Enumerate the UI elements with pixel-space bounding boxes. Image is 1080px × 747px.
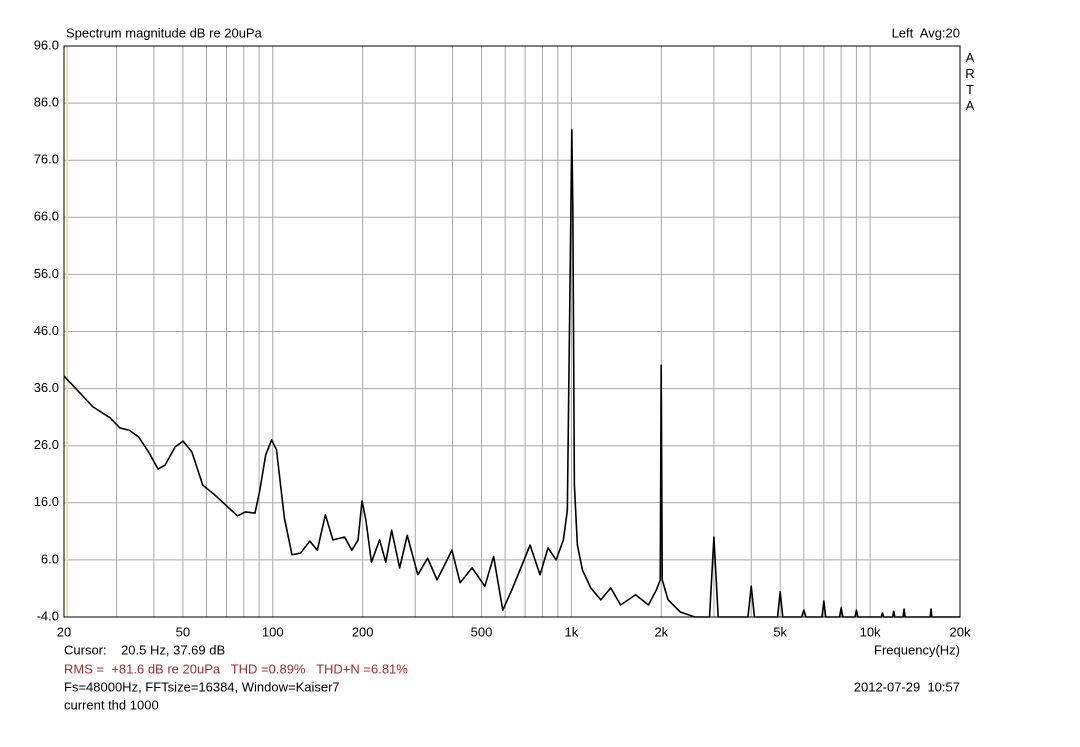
y-tick-label: 86.0 [34, 95, 59, 110]
x-tick-label: 50 [176, 624, 190, 639]
brand: ARTA [963, 50, 978, 114]
spectrum-line [63, 129, 960, 618]
measurements: RMS = +81.6 dB re 20uPa THD =0.89% THD+N… [64, 661, 408, 676]
y-tick-label: 16.0 [34, 494, 59, 509]
y-tick-label: 66.0 [34, 209, 59, 224]
x-tick-label: 5k [773, 624, 787, 639]
y-tick-label: 36.0 [34, 380, 59, 395]
x-axis-label: Frequency(Hz) [874, 642, 960, 657]
x-tick-label: 20 [57, 624, 71, 639]
x-tick-label: 20k [950, 624, 971, 639]
y-tick-label: 46.0 [34, 323, 59, 338]
note: current thd 1000 [64, 697, 159, 712]
y-tick-label: 96.0 [34, 37, 59, 52]
x-tick-label: 100 [262, 624, 284, 639]
y-tick-label: -4.0 [37, 608, 59, 623]
x-tick-label: 1k [565, 624, 579, 639]
y-tick-label: 26.0 [34, 437, 59, 452]
y-tick-label: 56.0 [34, 266, 59, 281]
y-tick-label: 6.0 [41, 551, 59, 566]
x-tick-label: 10k [860, 624, 881, 639]
x-tick-label: 2k [654, 624, 668, 639]
x-tick-label: 500 [471, 624, 493, 639]
plot-frame [63, 45, 961, 618]
cursor-readout: Cursor: 20.5 Hz, 37.69 dB [64, 642, 225, 657]
x-tick-label: 200 [352, 624, 374, 639]
channel-label: Left Avg:20 [892, 25, 960, 40]
settings: Fs=48000Hz, FFTsize=16384, Window=Kaiser… [64, 679, 340, 694]
y-tick-label: 76.0 [34, 152, 59, 167]
chart-title: Spectrum magnitude dB re 20uPa [66, 25, 263, 40]
timestamp: 2012-07-29 10:57 [854, 679, 960, 694]
